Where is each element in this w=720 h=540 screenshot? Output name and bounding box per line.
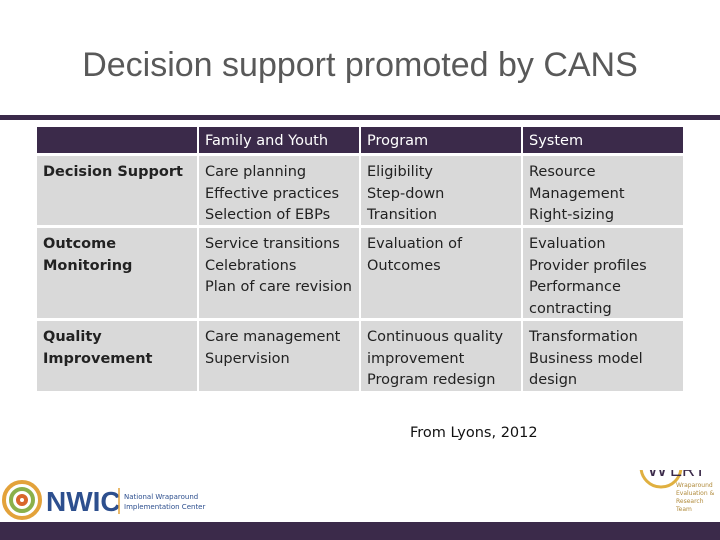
footer-bar xyxy=(0,522,720,540)
cell-line: Outcomes xyxy=(367,257,441,274)
header-cell: Family and Youth xyxy=(199,127,359,153)
cell-line: Plan of care revision xyxy=(205,279,352,295)
cell-line: Selection of EBPs xyxy=(205,207,331,223)
wert-w: W xyxy=(647,470,668,481)
cell: Evaluation Provider profiles Performance co… xyxy=(523,228,683,318)
row-label: Outcome Monitoring xyxy=(37,228,197,318)
cell-line: Right-sizing xyxy=(529,207,615,223)
cell: Service transitions Celebrations Plan of c… xyxy=(199,228,359,318)
nwic-spiral xyxy=(2,480,42,520)
row-label: Decision Support xyxy=(37,156,197,225)
row-label: Quality Improvement xyxy=(37,321,197,391)
wert-line: Team xyxy=(675,506,692,513)
cell: Care management Supervision xyxy=(199,321,359,391)
wert-rest: ERT xyxy=(670,470,706,480)
cell-line: Outcome xyxy=(43,236,117,252)
cell-line: Eligibility xyxy=(367,164,434,180)
cell-line: Transformation xyxy=(529,329,638,345)
cell-line: Performance xyxy=(529,279,621,295)
cell-line: Care management xyxy=(205,329,341,345)
cell: Continuous quality improvement Program red… xyxy=(361,321,521,391)
logos: NWIC National Wraparound Implementation … xyxy=(2,470,715,520)
cell: Eligibility Step-down Transition xyxy=(361,156,521,225)
cell: Resource Management Right-sizing xyxy=(523,156,683,225)
cell-line: Transition xyxy=(367,207,438,223)
cell-line: Quality xyxy=(43,329,102,345)
cell-line: Step-down xyxy=(367,185,445,202)
cell-line: Improvement xyxy=(43,350,153,367)
wert-line: Evaluation & xyxy=(676,490,715,497)
nwic-line: National Wraparound xyxy=(124,493,198,501)
cell-line: Management xyxy=(529,185,625,202)
header-cell xyxy=(37,127,197,153)
cell-line: Supervision xyxy=(205,350,290,367)
nwic-line: Implementation Center xyxy=(124,503,205,511)
header-cell: Program xyxy=(361,127,521,153)
slide-title: Decision support promoted by CANS xyxy=(82,46,638,84)
wert-line: Research xyxy=(676,498,704,505)
cell-line: Provider profiles xyxy=(529,257,647,274)
cell-line: Care planning xyxy=(205,164,307,180)
cell-line: Decision Support xyxy=(43,164,183,180)
cell: Transformation Business model design xyxy=(523,321,683,391)
cell-line: Evaluation xyxy=(529,236,606,252)
cell-line: Effective practices xyxy=(205,185,340,202)
wert-lens xyxy=(639,470,683,489)
source-note: From Lyons, 2012 xyxy=(410,425,538,441)
cell-line: Program xyxy=(367,133,429,149)
header-cell: System xyxy=(523,127,683,153)
cell-line: Resource xyxy=(529,164,596,180)
nwic-name: NWIC xyxy=(46,486,121,517)
cell-line: Program redesign xyxy=(367,372,496,388)
cell-line: Evaluation of xyxy=(367,236,463,252)
cell-line: contracting xyxy=(529,300,612,317)
cell-line: Celebrations xyxy=(205,257,297,274)
cell-line: System xyxy=(529,133,584,149)
cell-line: improvement xyxy=(367,350,465,367)
cell-line: Monitoring xyxy=(43,257,133,274)
cell-line: Continuous quality xyxy=(367,329,504,345)
cell-line: Business model xyxy=(529,350,643,367)
cell: Evaluation of Outcomes xyxy=(361,228,521,318)
cell-line: design xyxy=(529,372,578,388)
cell-line: Family and Youth xyxy=(205,133,329,149)
cell: Care planning Effective practices Selectio… xyxy=(199,156,359,225)
wert-line: Wraparound xyxy=(676,482,713,489)
cell-line: Service transitions xyxy=(205,236,340,252)
title-rule xyxy=(0,115,720,120)
